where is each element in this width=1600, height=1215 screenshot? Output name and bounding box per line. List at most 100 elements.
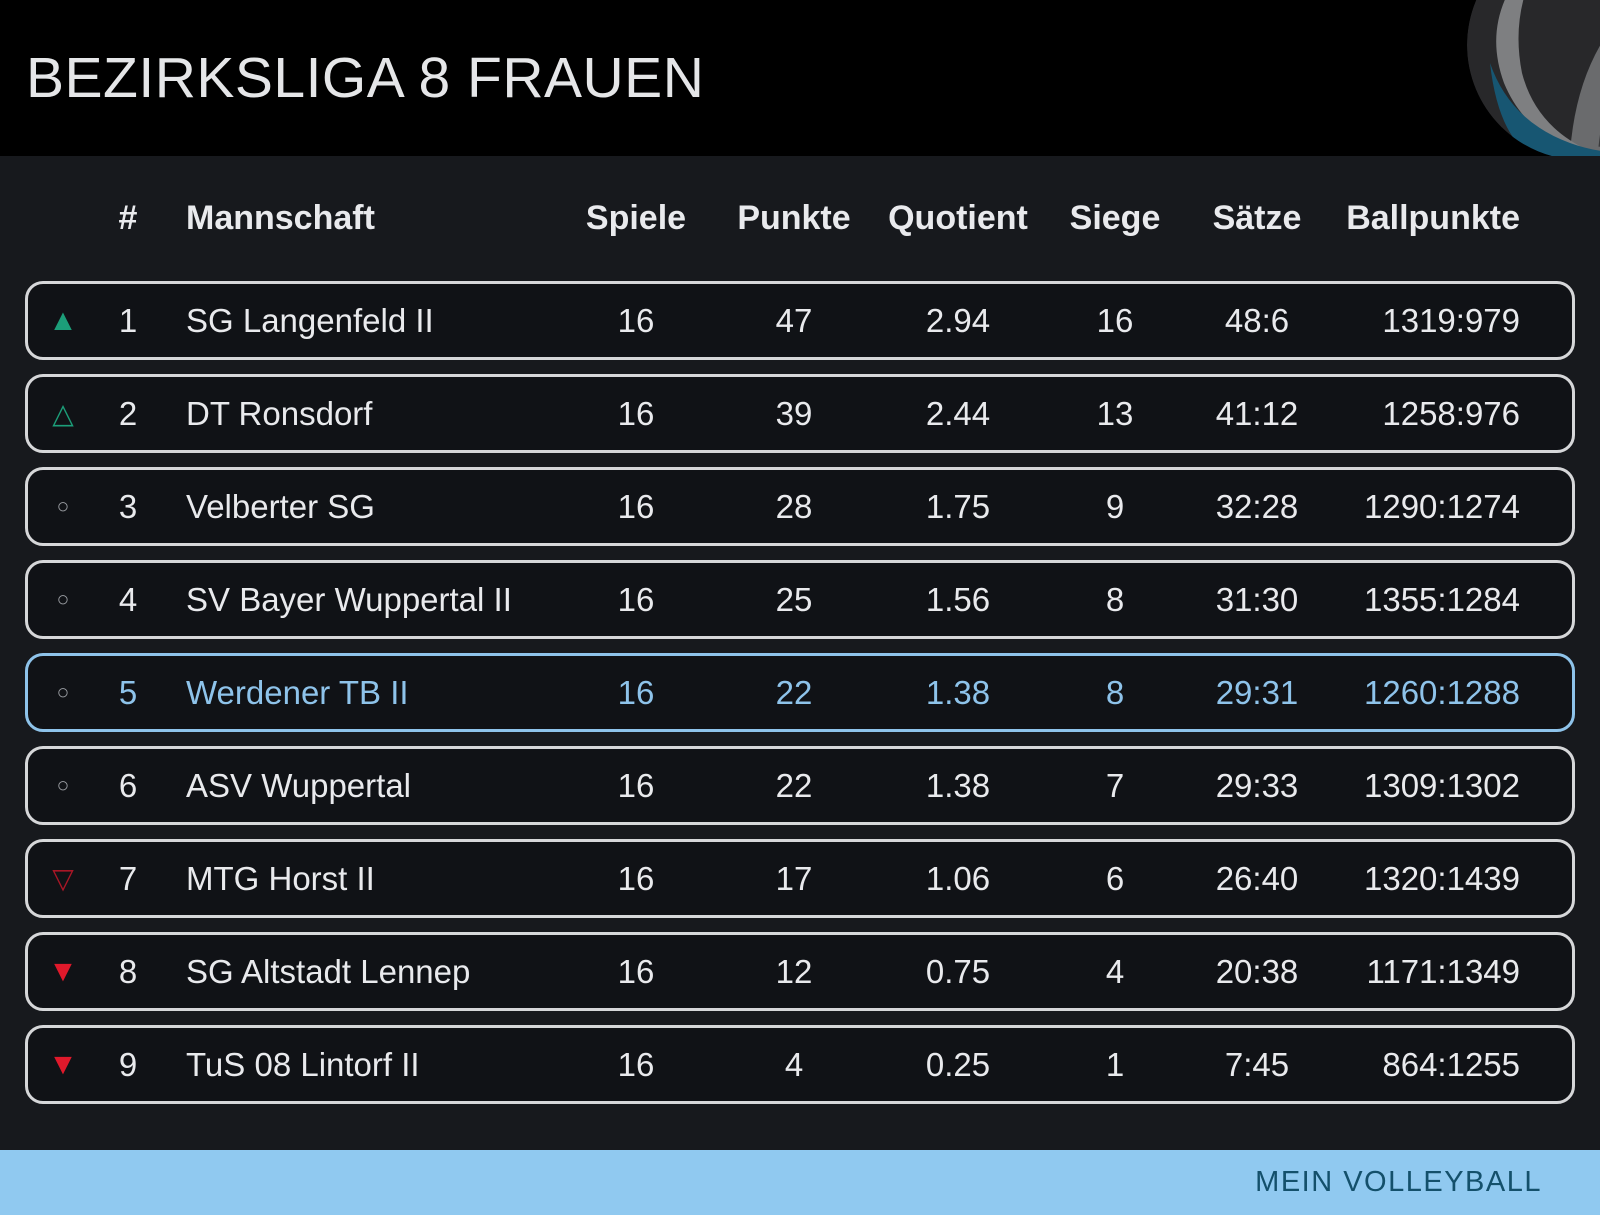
- cell-ballpunkte: 1355:1284: [1364, 580, 1520, 618]
- team-name: Velberter SG: [186, 487, 375, 525]
- team-name: SG Langenfeld II: [186, 301, 434, 339]
- team-name: SG Altstadt Lennep: [186, 952, 471, 990]
- trend-steady-icon: ○: [56, 588, 70, 611]
- cell-punkte: 12: [775, 952, 813, 990]
- cell-punkte: 22: [775, 766, 813, 804]
- rank: 4: [118, 580, 138, 618]
- cell-saetze: 29:33: [1215, 766, 1299, 804]
- cell-siege: 16: [1096, 301, 1134, 339]
- table-row[interactable]: ▼ 9 TuS 08 Lintorf II 16 4 0.25 1 7:45 8…: [25, 1025, 1575, 1104]
- cell-saetze: 48:6: [1224, 301, 1290, 339]
- cell-quotient: 2.44: [925, 394, 991, 432]
- cell-saetze: 20:38: [1215, 952, 1299, 990]
- column-header-ballpunkte: Ballpunkte: [1346, 199, 1520, 237]
- team-name: ASV Wuppertal: [186, 766, 412, 804]
- team-name: MTG Horst II: [186, 859, 375, 897]
- cell-siege: 8: [1105, 580, 1125, 618]
- cell-spiele: 16: [617, 1045, 655, 1083]
- table-row[interactable]: ○ 3 Velberter SG 16 28 1.75 9 32:28 1290…: [25, 467, 1575, 546]
- cell-spiele: 16: [617, 673, 655, 711]
- table-row[interactable]: △ 2 DT Ronsdorf 16 39 2.44 13 41:12 1258…: [25, 374, 1575, 453]
- cell-siege: 8: [1105, 673, 1125, 711]
- trend-down-icon: ▼: [48, 954, 78, 988]
- column-header-spiele: Spiele: [585, 199, 687, 237]
- rank: 2: [118, 394, 138, 432]
- team-name: SV Bayer Wuppertal II: [186, 580, 512, 618]
- team-name: Werdener TB II: [186, 673, 409, 711]
- column-header-punkte: Punkte: [737, 199, 851, 237]
- cell-saetze: 29:31: [1215, 673, 1299, 711]
- cell-spiele: 16: [617, 580, 655, 618]
- cell-punkte: 4: [784, 1045, 804, 1083]
- standings-table: # Mannschaft Spiele Punkte Quotient Sieg…: [0, 156, 1600, 1150]
- cell-siege: 9: [1105, 487, 1125, 525]
- cell-spiele: 16: [617, 766, 655, 804]
- cell-ballpunkte: 1290:1274: [1364, 487, 1520, 525]
- brand-text: MEIN VOLLEYBALL: [1255, 1166, 1542, 1198]
- cell-siege: 6: [1105, 859, 1125, 897]
- table-row[interactable]: ▼ 8 SG Altstadt Lennep 16 12 0.75 4 20:3…: [25, 932, 1575, 1011]
- cell-quotient: 2.94: [925, 301, 991, 339]
- rank: 8: [118, 952, 138, 990]
- cell-punkte: 28: [775, 487, 813, 525]
- cell-ballpunkte: 1309:1302: [1364, 766, 1520, 804]
- table-row[interactable]: ▽ 7 MTG Horst II 16 17 1.06 6 26:40 1320…: [25, 839, 1575, 918]
- cell-quotient: 1.56: [925, 580, 991, 618]
- cell-ballpunkte: 864:1255: [1382, 1045, 1520, 1083]
- cell-punkte: 39: [775, 394, 813, 432]
- table-row-selected[interactable]: ○ 5 Werdener TB II 16 22 1.38 8 29:31 12…: [25, 653, 1575, 732]
- rank: 1: [118, 301, 138, 339]
- cell-ballpunkte: 1260:1288: [1364, 673, 1520, 711]
- table-row[interactable]: ▲ 1 SG Langenfeld II 16 47 2.94 16 48:6 …: [25, 281, 1575, 360]
- column-header-rank: #: [118, 199, 138, 237]
- rank: 7: [118, 859, 138, 897]
- cell-siege: 13: [1096, 394, 1134, 432]
- cell-quotient: 1.38: [925, 766, 991, 804]
- cell-punkte: 47: [775, 301, 813, 339]
- column-header-quotient: Quotient: [888, 199, 1028, 237]
- trend-up-icon: ▲: [48, 303, 78, 337]
- cell-siege: 1: [1105, 1045, 1125, 1083]
- cell-punkte: 17: [775, 859, 813, 897]
- table-body: ▲ 1 SG Langenfeld II 16 47 2.94 16 48:6 …: [25, 281, 1575, 1104]
- rank: 3: [118, 487, 138, 525]
- rank: 5: [118, 673, 138, 711]
- cell-spiele: 16: [617, 859, 655, 897]
- cell-ballpunkte: 1258:976: [1382, 394, 1520, 432]
- column-header-saetze: Sätze: [1212, 199, 1302, 237]
- volleyball-logo-icon: [1452, 0, 1600, 156]
- cell-spiele: 16: [617, 394, 655, 432]
- cell-saetze: 32:28: [1215, 487, 1299, 525]
- cell-saetze: 31:30: [1215, 580, 1299, 618]
- trend-steady-icon: ○: [56, 495, 70, 518]
- cell-punkte: 22: [775, 673, 813, 711]
- footer-bar: MEIN VOLLEYBALL: [0, 1150, 1600, 1215]
- cell-siege: 7: [1105, 766, 1125, 804]
- cell-saetze: 26:40: [1215, 859, 1299, 897]
- title-bar: BEZIRKSLIGA 8 FRAUEN: [0, 0, 1600, 156]
- rank: 9: [118, 1045, 138, 1083]
- table-row[interactable]: ○ 6 ASV Wuppertal 16 22 1.38 7 29:33 130…: [25, 746, 1575, 825]
- trend-up-outline-icon: △: [52, 397, 74, 429]
- cell-quotient: 0.25: [925, 1045, 991, 1083]
- page-title: BEZIRKSLIGA 8 FRAUEN: [26, 46, 705, 110]
- cell-spiele: 16: [617, 301, 655, 339]
- trend-down-outline-icon: ▽: [52, 862, 74, 894]
- cell-ballpunkte: 1320:1439: [1364, 859, 1520, 897]
- cell-spiele: 16: [617, 487, 655, 525]
- team-name: DT Ronsdorf: [186, 394, 373, 432]
- cell-saetze: 41:12: [1215, 394, 1299, 432]
- cell-spiele: 16: [617, 952, 655, 990]
- cell-ballpunkte: 1171:1349: [1366, 952, 1520, 990]
- column-header-mannschaft: Mannschaft: [186, 199, 375, 237]
- trend-down-icon: ▼: [48, 1047, 78, 1081]
- cell-quotient: 1.38: [925, 673, 991, 711]
- cell-quotient: 1.75: [925, 487, 991, 525]
- cell-quotient: 0.75: [925, 952, 991, 990]
- table-row[interactable]: ○ 4 SV Bayer Wuppertal II 16 25 1.56 8 3…: [25, 560, 1575, 639]
- cell-quotient: 1.06: [925, 859, 991, 897]
- column-header-siege: Siege: [1069, 199, 1161, 237]
- cell-siege: 4: [1105, 952, 1125, 990]
- table-header-row: # Mannschaft Spiele Punkte Quotient Sieg…: [25, 156, 1575, 281]
- rank: 6: [118, 766, 138, 804]
